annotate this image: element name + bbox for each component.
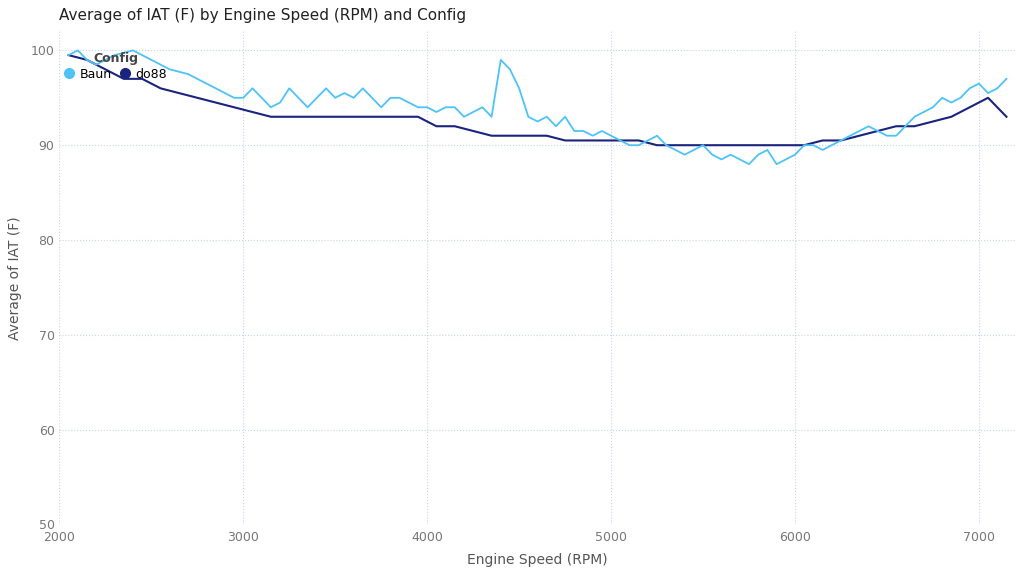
Baun xyxy=(614,137,627,144)
Baun xyxy=(62,52,75,59)
Baun xyxy=(1000,75,1013,82)
Line: do88: do88 xyxy=(69,55,1007,145)
do88 xyxy=(62,52,75,59)
Baun xyxy=(164,66,176,73)
do88 xyxy=(504,132,516,139)
do88 xyxy=(945,113,957,120)
Text: Average of IAT (F) by Engine Speed (RPM) and Config: Average of IAT (F) by Engine Speed (RPM)… xyxy=(59,8,467,24)
do88 xyxy=(393,113,406,120)
Baun xyxy=(807,142,819,149)
Legend: Baun, do88: Baun, do88 xyxy=(66,52,167,81)
do88 xyxy=(651,142,664,149)
do88 xyxy=(1000,113,1013,120)
do88 xyxy=(688,142,700,149)
Baun xyxy=(679,151,691,158)
Baun xyxy=(72,47,84,54)
X-axis label: Engine Speed (RPM): Engine Speed (RPM) xyxy=(467,553,608,567)
Line: Baun: Baun xyxy=(69,51,1007,164)
Y-axis label: Average of IAT (F): Average of IAT (F) xyxy=(8,216,23,340)
Baun xyxy=(742,160,755,167)
Baun xyxy=(541,113,553,120)
do88 xyxy=(136,75,148,82)
do88 xyxy=(633,137,645,144)
Baun xyxy=(191,75,204,82)
